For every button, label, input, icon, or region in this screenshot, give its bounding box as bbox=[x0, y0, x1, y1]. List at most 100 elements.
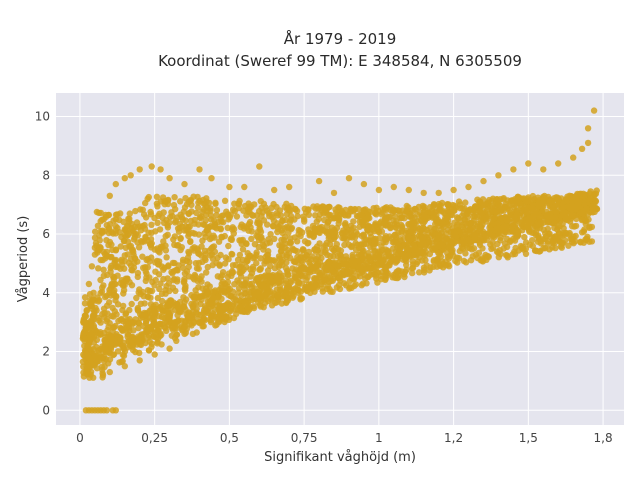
data-point bbox=[134, 269, 142, 277]
data-point bbox=[192, 260, 200, 267]
data-point bbox=[97, 319, 104, 326]
data-point bbox=[301, 205, 308, 212]
data-point bbox=[231, 281, 238, 288]
data-point bbox=[479, 245, 486, 252]
data-point bbox=[403, 261, 410, 269]
data-point bbox=[162, 247, 170, 254]
data-point bbox=[151, 351, 158, 358]
data-point bbox=[330, 189, 338, 197]
data-point bbox=[348, 243, 355, 251]
data-point bbox=[204, 263, 211, 271]
data-point bbox=[417, 216, 424, 223]
data-point bbox=[182, 195, 189, 202]
data-point bbox=[504, 254, 511, 261]
data-point bbox=[97, 276, 104, 284]
data-point bbox=[341, 221, 349, 228]
data-point bbox=[564, 217, 571, 224]
data-point bbox=[189, 308, 197, 315]
data-point bbox=[551, 219, 558, 227]
data-point bbox=[124, 251, 131, 258]
data-point bbox=[90, 315, 97, 323]
data-point bbox=[566, 192, 573, 199]
data-point bbox=[582, 220, 589, 227]
data-point bbox=[453, 237, 460, 245]
data-point bbox=[403, 208, 410, 215]
data-point bbox=[106, 299, 113, 306]
data-point bbox=[513, 211, 521, 218]
data-point bbox=[495, 225, 502, 232]
data-point bbox=[262, 204, 269, 211]
data-point bbox=[111, 259, 118, 266]
data-point bbox=[204, 281, 211, 288]
data-point bbox=[127, 172, 134, 179]
data-point bbox=[398, 229, 405, 236]
data-point bbox=[113, 331, 120, 338]
data-point bbox=[504, 217, 511, 224]
data-point bbox=[578, 229, 586, 236]
data-point bbox=[289, 245, 296, 252]
data-point bbox=[98, 288, 106, 295]
data-point bbox=[456, 247, 463, 255]
data-point bbox=[383, 206, 390, 214]
data-point bbox=[314, 225, 321, 232]
data-point bbox=[268, 302, 276, 309]
data-point bbox=[190, 193, 197, 200]
data-point bbox=[549, 238, 557, 246]
data-point bbox=[186, 320, 194, 327]
data-point bbox=[435, 189, 442, 197]
data-point bbox=[461, 216, 469, 223]
data-point bbox=[190, 301, 197, 308]
data-point bbox=[234, 256, 242, 263]
data-point bbox=[583, 235, 591, 242]
data-point bbox=[101, 309, 108, 317]
data-point bbox=[539, 199, 547, 206]
data-point bbox=[453, 223, 460, 231]
data-point bbox=[515, 228, 522, 235]
data-point bbox=[210, 232, 217, 239]
data-point bbox=[269, 214, 276, 221]
data-point bbox=[82, 313, 90, 320]
data-point bbox=[409, 269, 416, 277]
data-point bbox=[272, 258, 279, 266]
x-tick-label: 1,8 bbox=[594, 431, 613, 445]
data-point bbox=[264, 267, 272, 274]
data-point bbox=[534, 201, 542, 208]
data-point bbox=[248, 211, 256, 219]
data-point bbox=[203, 269, 210, 276]
data-point bbox=[263, 286, 270, 293]
data-point bbox=[191, 230, 198, 237]
data-point bbox=[156, 320, 163, 328]
data-point bbox=[326, 203, 333, 211]
data-point bbox=[427, 264, 434, 271]
data-point bbox=[370, 243, 377, 250]
data-point bbox=[435, 242, 442, 249]
data-point bbox=[331, 261, 338, 268]
data-point bbox=[214, 254, 221, 261]
data-point bbox=[254, 276, 261, 284]
data-point bbox=[336, 275, 343, 282]
data-point bbox=[349, 253, 356, 261]
data-point bbox=[183, 201, 191, 208]
data-point bbox=[242, 289, 249, 297]
data-point bbox=[313, 218, 320, 225]
data-point bbox=[283, 223, 290, 231]
data-point bbox=[321, 273, 328, 280]
data-point bbox=[148, 287, 156, 295]
data-point bbox=[523, 198, 530, 205]
data-point bbox=[136, 286, 143, 293]
data-point bbox=[295, 226, 302, 234]
data-point bbox=[96, 331, 104, 338]
data-point bbox=[440, 221, 447, 228]
data-point bbox=[97, 227, 105, 235]
data-point bbox=[112, 322, 119, 330]
data-point bbox=[293, 207, 301, 215]
data-point bbox=[573, 215, 580, 222]
data-point bbox=[387, 221, 394, 229]
data-point bbox=[106, 368, 114, 376]
data-point bbox=[200, 322, 207, 330]
data-point bbox=[169, 259, 177, 267]
data-point bbox=[345, 175, 353, 182]
data-point bbox=[300, 264, 308, 271]
data-point bbox=[196, 276, 203, 283]
data-point bbox=[199, 237, 206, 244]
